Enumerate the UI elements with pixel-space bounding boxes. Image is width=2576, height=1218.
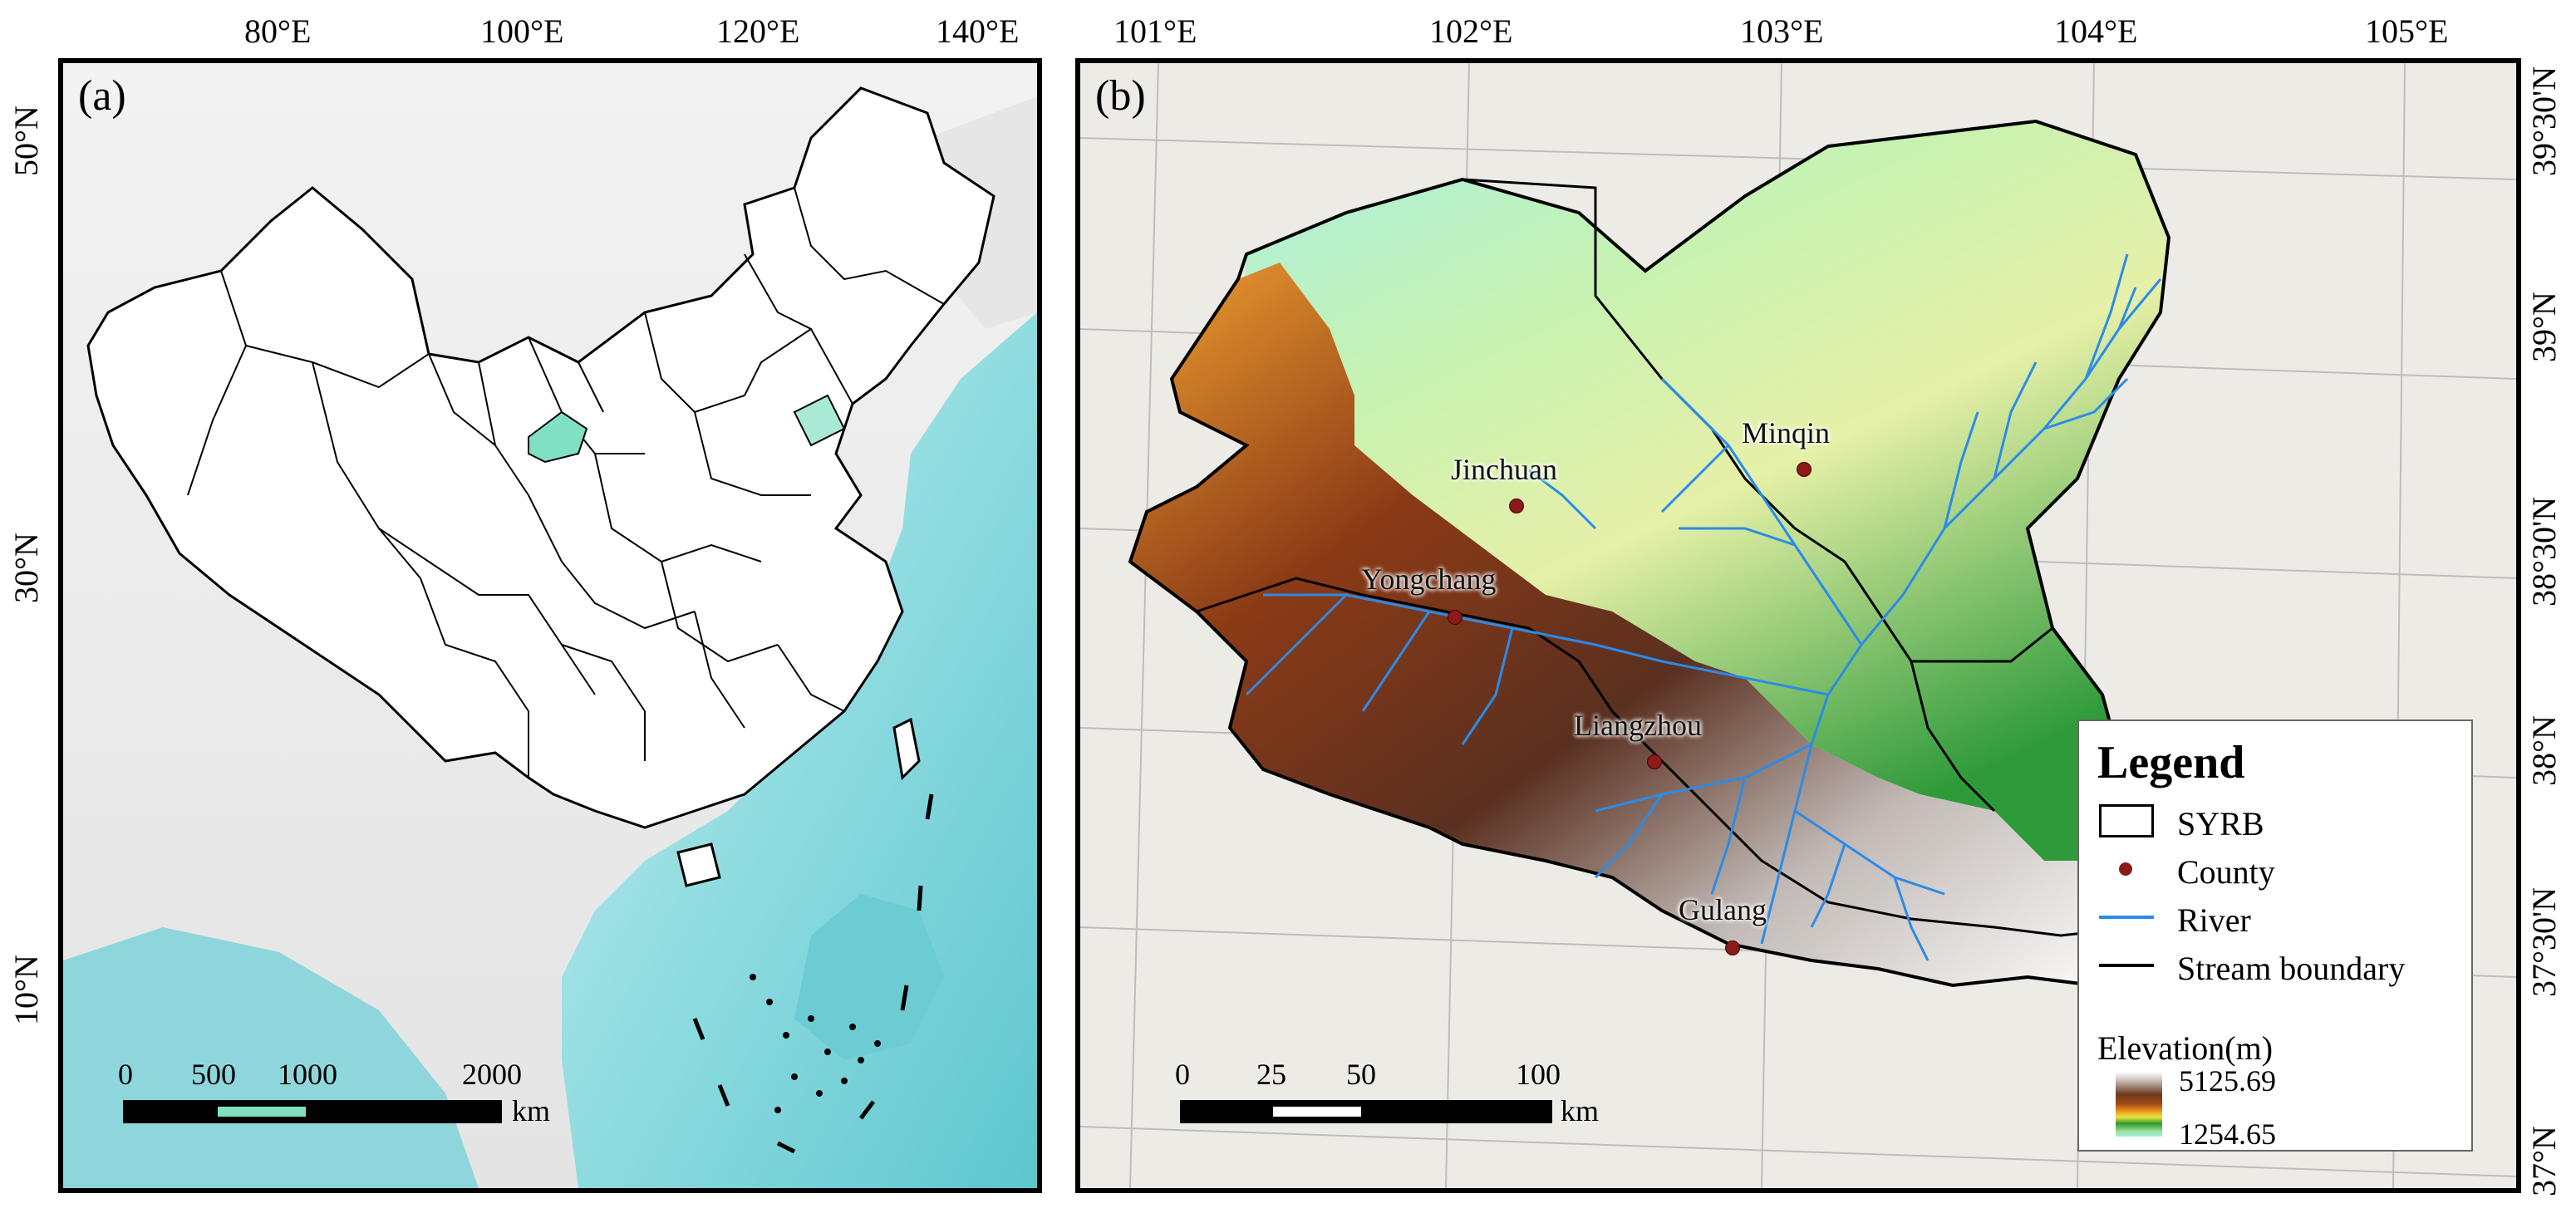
legend-item-stream-boundary: Stream boundary [2097, 945, 2463, 987]
lon-tick-80e: 80°E [244, 12, 312, 50]
county-marker-yongchang [1448, 610, 1463, 625]
lat-tick-3730n: 37°30'N [2525, 886, 2563, 997]
lon-tick-100e: 100°E [480, 12, 564, 50]
scale-b-100: 100 [1516, 1058, 1561, 1091]
syrb-boundary [1128, 119, 2171, 988]
scale-a-1000: 1000 [278, 1058, 337, 1091]
map-legend: Legend SYRB County River Stream boundary [2077, 720, 2473, 1152]
scale-b-unit: km [1561, 1094, 1600, 1127]
south-sea-islands [750, 974, 881, 1113]
scale-b-0: 0 [1175, 1058, 1190, 1091]
lon-tick-120e: 120°E [716, 12, 800, 50]
river-swatch [2097, 897, 2156, 937]
elevation-color-ramp [2116, 1072, 2162, 1137]
hainan-island [676, 842, 721, 887]
legend-label-county: County [2177, 853, 2275, 891]
lon-tick-101e: 101°E [1113, 12, 1197, 50]
scale-a-2000: 2000 [462, 1058, 522, 1091]
scale-b-bar [1180, 1100, 1552, 1123]
scale-a-unit: km [512, 1094, 551, 1127]
south-sea-deep [794, 894, 944, 1060]
scale-a-0: 0 [118, 1058, 133, 1091]
lat-tick-50n: 50°N [7, 106, 45, 176]
taiwan-island [892, 717, 921, 781]
mountain-zone [1130, 263, 2144, 985]
syrb-swatch [2097, 801, 2156, 841]
county-label-gulang: Gulang [1679, 893, 1767, 926]
scale-a-bar [123, 1100, 502, 1123]
lon-tick-140e: 140°E [936, 12, 1020, 50]
elevation-max: 5125.69 [2179, 1064, 2276, 1098]
lon-tick-103e: 103°E [1740, 12, 1824, 50]
county-label-liangzhou: Liangzhou [1574, 709, 1702, 742]
legend-title: Legend [2097, 737, 2245, 788]
county-marker-liangzhou [1647, 754, 1662, 769]
stream-boundary-swatch [2097, 945, 2156, 985]
basin-map-frame: (b) Jinchuan Minqin Yongchang Liangzhou … [1075, 58, 2521, 1193]
legend-item-river: River [2097, 897, 2463, 939]
legend-label-stream-boundary: Stream boundary [2177, 950, 2406, 987]
china-map [63, 63, 1037, 1188]
river-network [1245, 253, 2162, 961]
study-area-highlight [528, 410, 588, 464]
elevation-min: 1254.65 [2179, 1117, 2276, 1151]
lat-tick-10n: 10°N [7, 955, 45, 1025]
lat-tick-30n: 30°N [7, 533, 45, 603]
county-marker-jinchuan [1509, 498, 1524, 513]
county-swatch [2097, 849, 2156, 889]
scale-b-25: 25 [1256, 1058, 1286, 1091]
panel-label-b: (b) [1095, 72, 1146, 120]
scale-b-50: 50 [1346, 1058, 1376, 1091]
china-map-frame: (a) 0 500 1000 2000 km [58, 58, 1042, 1193]
county-marker-minqin [1797, 462, 1812, 477]
county-label-jinchuan: Jinchuan [1451, 453, 1557, 486]
scale-a-500: 500 [191, 1058, 236, 1091]
lon-tick-104e: 104°E [2054, 12, 2138, 50]
basin-lowland [1238, 121, 2169, 861]
lat-tick-37n: 37°N [2525, 1126, 2563, 1196]
lat-tick-3830n: 38°30'N [2525, 496, 2563, 607]
county-label-minqin: Minqin [1742, 416, 1831, 449]
legend-label-river: River [2177, 901, 2251, 939]
lon-tick-105e: 105°E [2365, 12, 2449, 50]
legend-label-syrb: SYRB [2177, 805, 2264, 842]
nine-dash-line [692, 793, 934, 1154]
secondary-highlight [793, 394, 846, 447]
county-marker-gulang [1725, 941, 1740, 955]
lat-tick-39n: 39°N [2525, 292, 2563, 362]
lat-tick-38n: 38°N [2525, 715, 2563, 786]
lon-tick-102e: 102°E [1429, 12, 1513, 50]
legend-item-syrb: SYRB [2097, 801, 2463, 842]
lat-tick-3930n: 39°30'N [2525, 66, 2563, 176]
county-label-yongchang: Yongchang [1361, 562, 1497, 596]
legend-item-county: County [2097, 849, 2463, 891]
legend-elevation-title: Elevation(m) [2097, 1029, 2274, 1067]
panel-label-a: (a) [78, 72, 126, 120]
